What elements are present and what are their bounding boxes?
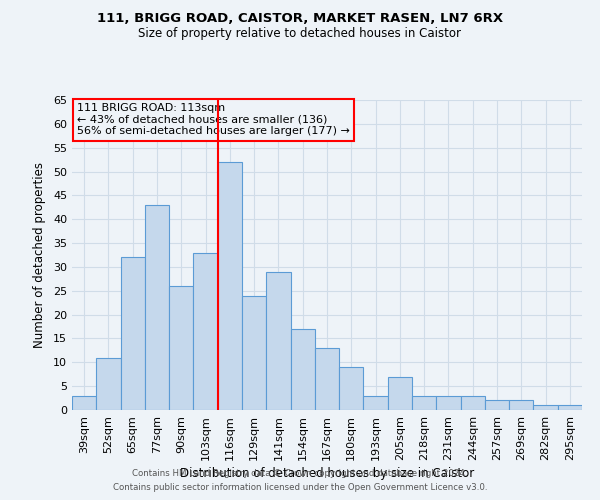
Bar bbox=[72, 396, 96, 410]
Bar bbox=[145, 205, 169, 410]
Bar bbox=[485, 400, 509, 410]
Text: Contains public sector information licensed under the Open Government Licence v3: Contains public sector information licen… bbox=[113, 484, 487, 492]
X-axis label: Distribution of detached houses by size in Caistor: Distribution of detached houses by size … bbox=[180, 467, 474, 480]
Text: 111 BRIGG ROAD: 113sqm
← 43% of detached houses are smaller (136)
56% of semi-de: 111 BRIGG ROAD: 113sqm ← 43% of detached… bbox=[77, 103, 350, 136]
Bar bbox=[364, 396, 388, 410]
Bar bbox=[533, 405, 558, 410]
Bar bbox=[339, 367, 364, 410]
Text: Contains HM Land Registry data © Crown copyright and database right 2024.: Contains HM Land Registry data © Crown c… bbox=[132, 468, 468, 477]
Bar bbox=[169, 286, 193, 410]
Text: 111, BRIGG ROAD, CAISTOR, MARKET RASEN, LN7 6RX: 111, BRIGG ROAD, CAISTOR, MARKET RASEN, … bbox=[97, 12, 503, 26]
Bar bbox=[436, 396, 461, 410]
Bar bbox=[290, 329, 315, 410]
Bar bbox=[461, 396, 485, 410]
Y-axis label: Number of detached properties: Number of detached properties bbox=[33, 162, 46, 348]
Bar bbox=[558, 405, 582, 410]
Bar bbox=[242, 296, 266, 410]
Bar bbox=[121, 258, 145, 410]
Bar bbox=[266, 272, 290, 410]
Bar bbox=[509, 400, 533, 410]
Bar bbox=[412, 396, 436, 410]
Text: Size of property relative to detached houses in Caistor: Size of property relative to detached ho… bbox=[139, 28, 461, 40]
Bar bbox=[388, 376, 412, 410]
Bar bbox=[315, 348, 339, 410]
Bar bbox=[218, 162, 242, 410]
Bar bbox=[193, 252, 218, 410]
Bar bbox=[96, 358, 121, 410]
